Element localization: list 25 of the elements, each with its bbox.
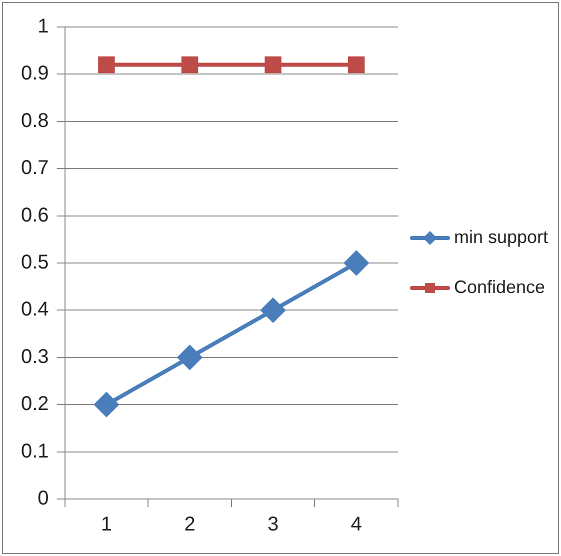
- legend-label: Confidence: [454, 276, 546, 297]
- x-tick-label: 2: [184, 514, 196, 536]
- y-tick-label: 1: [38, 16, 49, 38]
- x-tick-label: 1: [100, 514, 112, 536]
- y-tick-label: 0.4: [20, 298, 49, 321]
- point: [178, 345, 202, 370]
- legend-label: min support: [454, 226, 548, 247]
- y-tick-label: 0.9: [20, 62, 49, 85]
- y-tick-label: 0.1: [20, 440, 49, 462]
- point: [348, 56, 365, 74]
- y-tick-label: 0.8: [20, 110, 49, 132]
- y-tick-label: 0: [38, 488, 49, 510]
- point: [344, 251, 368, 275]
- point: [94, 392, 118, 417]
- y-tick-label: 0.5: [20, 252, 49, 274]
- y-tick-label: 0.2: [20, 393, 49, 416]
- x-tick-label: 3: [267, 514, 279, 536]
- y-tick-label: 0.3: [20, 346, 49, 368]
- point: [264, 56, 282, 74]
- point: [98, 56, 115, 74]
- point: [261, 298, 286, 322]
- y-tick-label: 0.6: [20, 204, 49, 226]
- point: [181, 56, 198, 74]
- y-tick-label: 0.7: [20, 157, 49, 180]
- x-tick-label: 4: [350, 514, 362, 536]
